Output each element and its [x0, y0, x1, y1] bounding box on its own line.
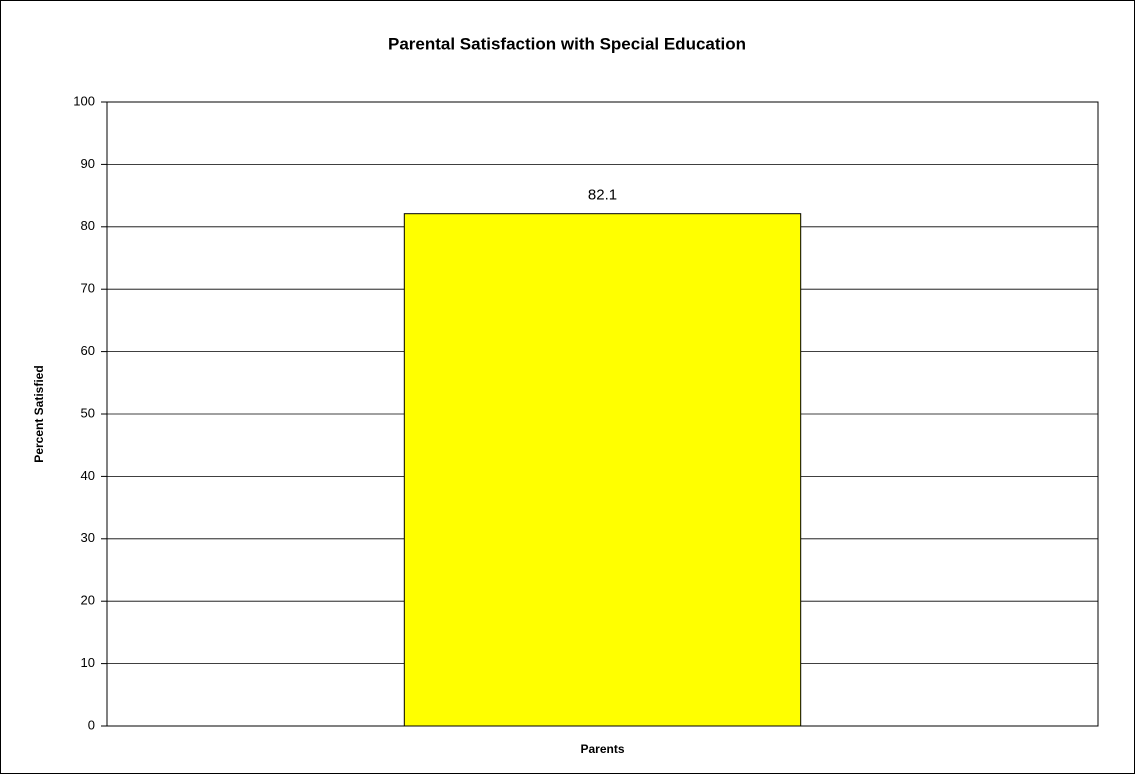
y-axis-label: Percent Satisfied [32, 365, 46, 462]
y-tick-label: 30 [81, 530, 95, 545]
plot-border [106, 101, 1099, 727]
chart-title: Parental Satisfaction with Special Educa… [388, 34, 746, 53]
y-tick-label: 50 [81, 405, 95, 420]
y-tick-label: 60 [81, 343, 95, 358]
x-tick-label: Parents [580, 742, 624, 756]
y-tick-label: 10 [81, 655, 95, 670]
bar [403, 213, 802, 727]
y-tick-label: 0 [88, 717, 95, 732]
y-tick-label: 70 [81, 281, 95, 296]
y-tick-label: 40 [81, 468, 95, 483]
y-tick-label: 20 [81, 593, 95, 608]
data-label: 82.1 [588, 187, 617, 204]
y-tick-label: 100 [73, 93, 95, 108]
y-tick-label: 90 [81, 156, 95, 171]
y-tick-label: 80 [81, 218, 95, 233]
